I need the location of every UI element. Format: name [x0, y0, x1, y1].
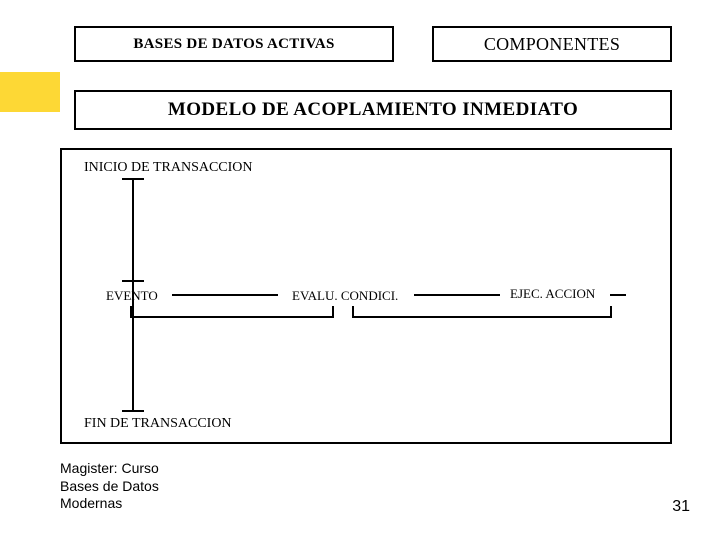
accent-bar	[0, 72, 60, 112]
footer-line2: Bases de Datos	[60, 478, 159, 496]
edge-vertical-spine	[132, 178, 134, 412]
node-fin: FIN DE TRANSACCION	[84, 416, 232, 432]
node-ejec: EJEC. ACCION	[510, 286, 595, 302]
header-left-box: BASES DE DATOS ACTIVAS	[74, 26, 394, 62]
bracket-evalu-ejec	[352, 316, 612, 318]
header-left-title: BASES DE DATOS ACTIVAS	[133, 36, 334, 53]
edge-evalu-ejec	[414, 294, 500, 296]
bracket-mid-leg	[332, 306, 334, 318]
bracket-right-leg	[610, 306, 612, 318]
edge-evento-evalu	[172, 294, 278, 296]
footer-credits: Magister: Curso Bases de Datos Modernas	[60, 460, 159, 513]
tick-fin	[122, 410, 144, 412]
diagram-inner: INICIO DE TRANSACCION FIN DE TRANSACCION…	[62, 150, 670, 442]
tick-ejec-end	[610, 294, 626, 296]
bracket-evento-evalu	[130, 316, 334, 318]
header-right-box: COMPONENTES	[432, 26, 672, 62]
diagram-container: INICIO DE TRANSACCION FIN DE TRANSACCION…	[60, 148, 672, 444]
page-number: 31	[672, 498, 690, 516]
subtitle-text: MODELO DE ACOPLAMIENTO INMEDIATO	[168, 99, 578, 121]
footer-line1: Magister: Curso	[60, 460, 159, 478]
header-right-title: COMPONENTES	[484, 34, 620, 55]
tick-inicio	[122, 178, 144, 180]
footer-line3: Modernas	[60, 495, 159, 513]
subtitle-box: MODELO DE ACOPLAMIENTO INMEDIATO	[74, 90, 672, 130]
tick-evento	[122, 280, 144, 282]
node-evalu: EVALU. CONDICI.	[292, 288, 398, 304]
node-inicio: INICIO DE TRANSACCION	[84, 160, 253, 176]
